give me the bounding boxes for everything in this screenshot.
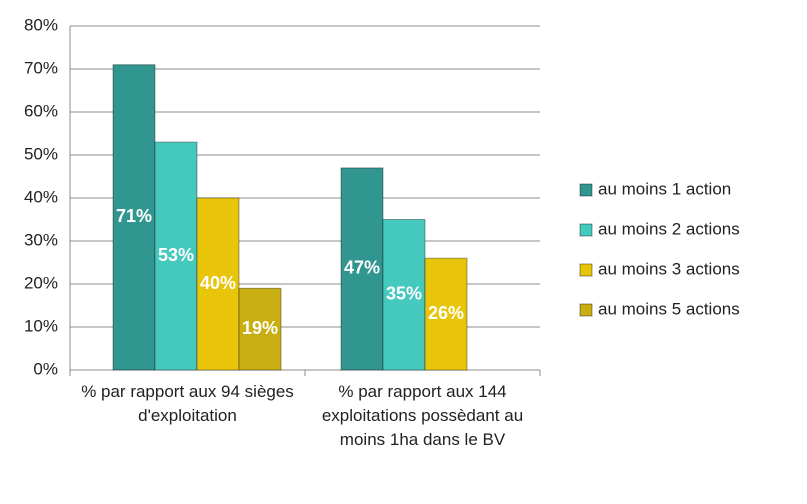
data-label: 35% <box>386 284 422 304</box>
data-label: 47% <box>344 258 380 278</box>
legend-label: au moins 5 actions <box>598 299 740 318</box>
legend-label: au moins 3 actions <box>598 259 740 278</box>
legend-swatch <box>579 263 593 277</box>
data-label: 53% <box>158 245 194 265</box>
y-tick-label: 40% <box>24 187 58 206</box>
y-tick-label: 70% <box>24 58 58 77</box>
data-label: 26% <box>428 303 464 323</box>
x-tick-label-box: % par rapport aux 94 sièges d'exploitati… <box>81 382 294 425</box>
data-label: 71% <box>116 206 152 226</box>
y-tick-label: 10% <box>24 316 58 335</box>
bar <box>196 197 240 371</box>
legend-label: au moins 2 actions <box>598 219 740 238</box>
x-tick-label: % par rapport aux 144 exploitations poss… <box>321 382 524 449</box>
bar <box>154 141 198 371</box>
y-tick-label: 30% <box>24 230 58 249</box>
bar <box>238 287 282 371</box>
data-label: 40% <box>200 273 236 293</box>
legend-swatch <box>579 183 593 197</box>
y-tick-label: 50% <box>24 144 58 163</box>
y-tick-label: 0% <box>33 359 58 378</box>
legend-swatch <box>579 223 593 237</box>
data-label: 19% <box>242 318 278 338</box>
y-tick-label: 20% <box>24 273 58 292</box>
bar <box>424 257 468 371</box>
y-tick-label: 60% <box>24 101 58 120</box>
bar <box>382 219 426 371</box>
x-tick-label: % par rapport aux 94 sièges d'exploitati… <box>81 382 294 425</box>
legend-label: au moins 1 action <box>598 179 731 198</box>
bar <box>340 167 384 371</box>
y-tick-label: 80% <box>24 15 58 34</box>
x-tick-label-box: % par rapport aux 144 exploitations poss… <box>321 382 524 449</box>
bar <box>112 64 156 371</box>
legend-swatch <box>579 303 593 317</box>
